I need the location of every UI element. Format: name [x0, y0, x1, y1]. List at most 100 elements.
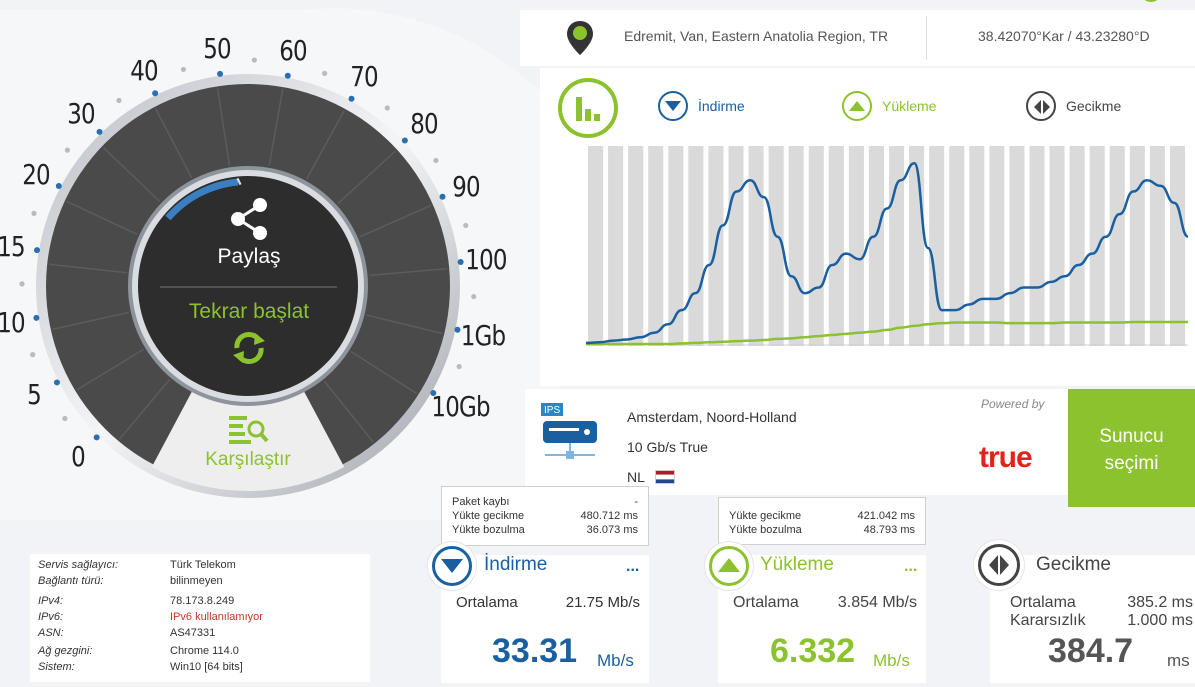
- gauge-minor-dot: [456, 363, 462, 370]
- gauge-segment-divider: [350, 350, 418, 395]
- gauge-tick-label: 80: [410, 106, 438, 140]
- gauge-tick-mark: [34, 247, 41, 254]
- chart-bg-bar: [828, 146, 844, 346]
- tooltip-value: 36.073 ms: [586, 524, 638, 536]
- gauge-minor-dot: [64, 147, 71, 153]
- latency-result-icon: [974, 540, 1024, 590]
- chart-bg-bar: [909, 146, 925, 346]
- chart-bg-bar: [608, 146, 624, 346]
- gauge-tick-mark: [454, 326, 461, 333]
- tooltip-key: Yükte bozulma: [452, 524, 525, 536]
- info-value: 78.173.8.249: [170, 595, 235, 607]
- info-value: Chrome 114.0: [170, 645, 239, 657]
- compare-icon: [229, 416, 269, 444]
- download-result-title: İndirme: [484, 554, 548, 575]
- gauge-tick-mark: [457, 259, 464, 266]
- server-city: Amsterdam, Noord-Holland: [627, 409, 797, 425]
- gauge-tick-label: 90: [452, 169, 480, 203]
- share-button[interactable]: Paylaş: [216, 196, 282, 284]
- server-select-button[interactable]: Sunucu seçimi: [1068, 389, 1195, 507]
- legend-upload-label: Yükleme: [882, 98, 937, 114]
- gauge-tick-label: 10Gb: [431, 390, 490, 423]
- graph-toggle-button[interactable]: [558, 78, 618, 138]
- gauge-minor-dot: [463, 222, 469, 229]
- gauge-segment-divider: [268, 88, 284, 166]
- gauge-tick-label: 15: [0, 229, 26, 263]
- gauge-minor-dot: [116, 97, 122, 104]
- latency-result-card: [990, 555, 1195, 683]
- latency-avg-value: 385.2 ms: [1127, 594, 1193, 611]
- gauge-tick-label: 100: [465, 243, 508, 277]
- gauge-tick-label: 40: [130, 53, 158, 87]
- gauge-segment-divider: [49, 263, 127, 274]
- location-text: Edremit, Van, Eastern Anatolia Region, T…: [624, 28, 889, 44]
- gauge-tick-label: 60: [278, 34, 307, 68]
- connection-info-card: Servis sağlayıcı: Türk Telekom Bağlantı t…: [30, 554, 370, 682]
- gauge-tick-label: 0: [71, 439, 86, 473]
- chart-bg-bar: [1009, 146, 1025, 346]
- gauge-minor-dot: [62, 415, 68, 422]
- info-value: Win10 [64 bits]: [170, 661, 243, 673]
- info-value: Türk Telekom: [170, 559, 236, 571]
- gauge-tick-mark: [96, 128, 103, 135]
- chart-bg-bar: [1029, 146, 1045, 346]
- upload-more-button[interactable]: ...: [904, 558, 918, 575]
- upload-icon: [842, 91, 872, 121]
- info-value: bilinmeyen: [170, 575, 223, 587]
- upload-speed-value: 6.332: [770, 632, 856, 670]
- legend-latency[interactable]: Gecikme: [1026, 91, 1121, 121]
- server-panel: IPS Amsterdam, Noord-Holland 10 Gb/s Tru…: [525, 389, 1070, 495]
- gauge-segment-divider: [366, 314, 443, 335]
- gauge-segment-divider: [66, 200, 138, 236]
- tooltip-key: Paket kaybı: [452, 496, 510, 508]
- refresh-icon: [233, 332, 265, 364]
- info-key: ASN:: [38, 627, 64, 639]
- chart-bg-bar: [668, 146, 684, 346]
- upload-avg-label: Ortalama: [733, 594, 799, 611]
- gauge-tick-mark: [53, 379, 60, 386]
- upload-result-card: [718, 555, 926, 683]
- map-pin-icon: [567, 21, 593, 55]
- legend-upload[interactable]: Yükleme: [842, 91, 936, 121]
- download-details-tooltip: Paket kaybı - Yükte gecikme 480.712 ms Yük…: [441, 486, 649, 546]
- chart-bg-bar: [788, 146, 804, 346]
- gauge-tick-mark: [93, 434, 100, 441]
- gauge-tick-label: 10: [0, 305, 25, 339]
- info-value: AS47331: [170, 627, 216, 639]
- gauge-minor-dot: [31, 210, 37, 216]
- provider-logo: true: [979, 441, 1033, 474]
- gauge-tick-label: 5: [26, 378, 42, 412]
- location-bar: Edremit, Van, Eastern Anatolia Region, T…: [520, 10, 1195, 66]
- chart-bg-bar: [868, 146, 884, 346]
- latency-jitter-value: 1.000 ms: [1127, 612, 1193, 629]
- gauge-tick-mark: [284, 72, 291, 79]
- gauge-tick-mark: [33, 314, 40, 321]
- restart-button[interactable]: Tekrar başlat: [168, 300, 330, 380]
- gauge-tick-label: 20: [21, 157, 50, 191]
- tooltip-key: Yükte bozulma: [729, 524, 802, 536]
- info-key: Servis sağlayıcı:: [38, 559, 119, 571]
- gauge-segment-divider: [359, 204, 432, 238]
- gauge-minor-dot: [30, 352, 36, 358]
- gauge-minor-dot: [322, 70, 328, 76]
- gauge-tick-mark: [430, 390, 437, 396]
- server-country: NL: [627, 469, 645, 485]
- compare-button[interactable]: Karşılaştır: [188, 412, 308, 478]
- gauge-tick-mark: [152, 90, 159, 97]
- download-icon: [658, 91, 688, 121]
- chart-bg-bar: [949, 146, 965, 346]
- legend-download[interactable]: İndirme: [658, 91, 745, 121]
- chart-bg-bar: [969, 146, 985, 346]
- gauge-tick-mark: [217, 70, 224, 77]
- chart-bg-bar: [989, 146, 1005, 346]
- powered-by-label: Powered by: [981, 397, 1045, 411]
- gauge-minor-dot: [251, 57, 257, 63]
- chart-bg-bar: [1089, 146, 1105, 346]
- latency-icon: [1026, 91, 1056, 121]
- legend-download-label: İndirme: [698, 98, 745, 114]
- info-key: IPv4:: [38, 595, 64, 607]
- gauge-segment-divider: [154, 108, 193, 179]
- chart-bg-bar: [1169, 146, 1185, 346]
- gauge-minor-dot: [19, 281, 25, 287]
- download-more-button[interactable]: ...: [626, 558, 640, 575]
